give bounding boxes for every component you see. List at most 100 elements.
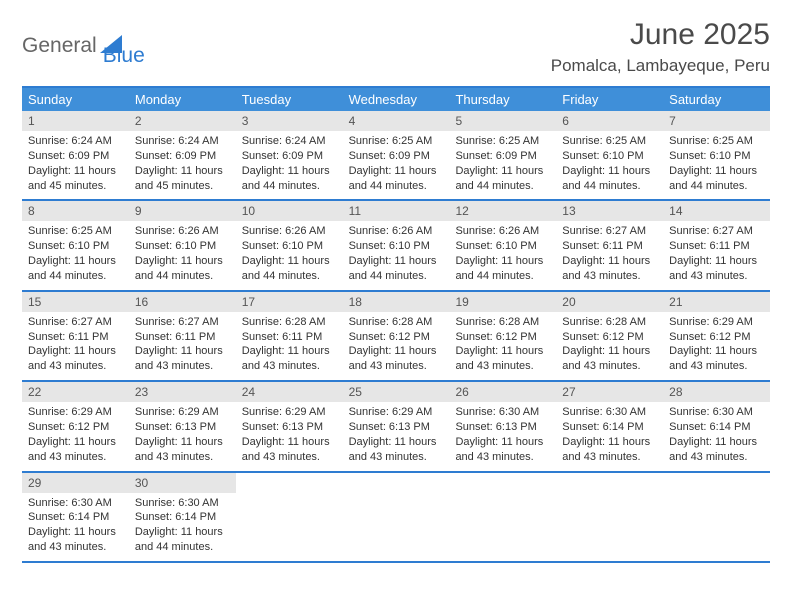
- sunset-line: Sunset: 6:09 PM: [242, 149, 337, 164]
- day-number: 16: [129, 292, 236, 312]
- day-cell: 2Sunrise: 6:24 AMSunset: 6:09 PMDaylight…: [129, 111, 236, 199]
- day-number: 14: [663, 201, 770, 221]
- day-cell: 10Sunrise: 6:26 AMSunset: 6:10 PMDayligh…: [236, 201, 343, 289]
- day-cell: 1Sunrise: 6:24 AMSunset: 6:09 PMDaylight…: [22, 111, 129, 199]
- day-body: Sunrise: 6:27 AMSunset: 6:11 PMDaylight:…: [663, 221, 770, 289]
- daylight-line: Daylight: 11 hours and 43 minutes.: [28, 344, 123, 374]
- sunrise-line: Sunrise: 6:25 AM: [455, 134, 550, 149]
- day-body: Sunrise: 6:26 AMSunset: 6:10 PMDaylight:…: [236, 221, 343, 289]
- day-body: Sunrise: 6:30 AMSunset: 6:13 PMDaylight:…: [449, 402, 556, 470]
- day-cell: 5Sunrise: 6:25 AMSunset: 6:09 PMDaylight…: [449, 111, 556, 199]
- sunset-line: Sunset: 6:10 PM: [562, 149, 657, 164]
- day-number: 29: [22, 473, 129, 493]
- weekday-header: Monday: [129, 88, 236, 111]
- brand-text-1: General: [22, 34, 97, 58]
- day-cell: 24Sunrise: 6:29 AMSunset: 6:13 PMDayligh…: [236, 382, 343, 470]
- sunrise-line: Sunrise: 6:30 AM: [455, 405, 550, 420]
- day-body: [449, 479, 556, 488]
- sunset-line: Sunset: 6:11 PM: [28, 330, 123, 345]
- day-cell: 26Sunrise: 6:30 AMSunset: 6:13 PMDayligh…: [449, 382, 556, 470]
- day-number: 28: [663, 382, 770, 402]
- day-cell: 21Sunrise: 6:29 AMSunset: 6:12 PMDayligh…: [663, 292, 770, 380]
- sunrise-line: Sunrise: 6:30 AM: [562, 405, 657, 420]
- sunrise-line: Sunrise: 6:25 AM: [669, 134, 764, 149]
- day-cell: 30Sunrise: 6:30 AMSunset: 6:14 PMDayligh…: [129, 473, 236, 561]
- daylight-line: Daylight: 11 hours and 44 minutes.: [242, 254, 337, 284]
- sunset-line: Sunset: 6:09 PM: [349, 149, 444, 164]
- day-cell: 7Sunrise: 6:25 AMSunset: 6:10 PMDaylight…: [663, 111, 770, 199]
- weekday-header: Tuesday: [236, 88, 343, 111]
- day-cell: 23Sunrise: 6:29 AMSunset: 6:13 PMDayligh…: [129, 382, 236, 470]
- daylight-line: Daylight: 11 hours and 43 minutes.: [455, 435, 550, 465]
- sunset-line: Sunset: 6:12 PM: [349, 330, 444, 345]
- day-body: Sunrise: 6:29 AMSunset: 6:12 PMDaylight:…: [663, 312, 770, 380]
- day-cell: 8Sunrise: 6:25 AMSunset: 6:10 PMDaylight…: [22, 201, 129, 289]
- day-cell: 29Sunrise: 6:30 AMSunset: 6:14 PMDayligh…: [22, 473, 129, 561]
- daylight-line: Daylight: 11 hours and 44 minutes.: [349, 254, 444, 284]
- day-cell: 25Sunrise: 6:29 AMSunset: 6:13 PMDayligh…: [343, 382, 450, 470]
- day-body: Sunrise: 6:30 AMSunset: 6:14 PMDaylight:…: [129, 493, 236, 561]
- day-cell: 18Sunrise: 6:28 AMSunset: 6:12 PMDayligh…: [343, 292, 450, 380]
- daylight-line: Daylight: 11 hours and 44 minutes.: [455, 254, 550, 284]
- sunrise-line: Sunrise: 6:27 AM: [562, 224, 657, 239]
- sunrise-line: Sunrise: 6:29 AM: [669, 315, 764, 330]
- sunrise-line: Sunrise: 6:25 AM: [562, 134, 657, 149]
- day-number: 10: [236, 201, 343, 221]
- day-body: Sunrise: 6:25 AMSunset: 6:09 PMDaylight:…: [343, 131, 450, 199]
- daylight-line: Daylight: 11 hours and 44 minutes.: [562, 164, 657, 194]
- day-number: 26: [449, 382, 556, 402]
- day-number: 5: [449, 111, 556, 131]
- day-cell: 17Sunrise: 6:28 AMSunset: 6:11 PMDayligh…: [236, 292, 343, 380]
- daylight-line: Daylight: 11 hours and 45 minutes.: [28, 164, 123, 194]
- day-number: 15: [22, 292, 129, 312]
- sunset-line: Sunset: 6:11 PM: [669, 239, 764, 254]
- weekday-header: Thursday: [449, 88, 556, 111]
- day-cell: 15Sunrise: 6:27 AMSunset: 6:11 PMDayligh…: [22, 292, 129, 380]
- sunset-line: Sunset: 6:12 PM: [455, 330, 550, 345]
- daylight-line: Daylight: 11 hours and 44 minutes.: [135, 525, 230, 555]
- day-body: [236, 479, 343, 488]
- day-number: 25: [343, 382, 450, 402]
- weekday-header: Wednesday: [343, 88, 450, 111]
- day-number: 8: [22, 201, 129, 221]
- week-row: 22Sunrise: 6:29 AMSunset: 6:12 PMDayligh…: [22, 382, 770, 472]
- day-number: 18: [343, 292, 450, 312]
- day-number: 2: [129, 111, 236, 131]
- sunrise-line: Sunrise: 6:29 AM: [135, 405, 230, 420]
- day-cell: [663, 473, 770, 561]
- sunset-line: Sunset: 6:13 PM: [242, 420, 337, 435]
- sunset-line: Sunset: 6:14 PM: [28, 510, 123, 525]
- sunrise-line: Sunrise: 6:29 AM: [349, 405, 444, 420]
- day-cell: 28Sunrise: 6:30 AMSunset: 6:14 PMDayligh…: [663, 382, 770, 470]
- day-body: Sunrise: 6:30 AMSunset: 6:14 PMDaylight:…: [22, 493, 129, 561]
- sunset-line: Sunset: 6:11 PM: [562, 239, 657, 254]
- day-number: 19: [449, 292, 556, 312]
- sunset-line: Sunset: 6:10 PM: [349, 239, 444, 254]
- daylight-line: Daylight: 11 hours and 44 minutes.: [135, 254, 230, 284]
- day-body: Sunrise: 6:25 AMSunset: 6:10 PMDaylight:…: [663, 131, 770, 199]
- daylight-line: Daylight: 11 hours and 43 minutes.: [135, 435, 230, 465]
- day-number: 11: [343, 201, 450, 221]
- sunset-line: Sunset: 6:10 PM: [135, 239, 230, 254]
- sunrise-line: Sunrise: 6:27 AM: [135, 315, 230, 330]
- weekday-header: Sunday: [22, 88, 129, 111]
- day-cell: 11Sunrise: 6:26 AMSunset: 6:10 PMDayligh…: [343, 201, 450, 289]
- day-body: [556, 479, 663, 488]
- day-number: 7: [663, 111, 770, 131]
- brand-text-2: Blue: [103, 44, 145, 68]
- daylight-line: Daylight: 11 hours and 44 minutes.: [455, 164, 550, 194]
- sunset-line: Sunset: 6:10 PM: [28, 239, 123, 254]
- day-body: Sunrise: 6:29 AMSunset: 6:13 PMDaylight:…: [343, 402, 450, 470]
- week-row: 15Sunrise: 6:27 AMSunset: 6:11 PMDayligh…: [22, 292, 770, 382]
- sunrise-line: Sunrise: 6:29 AM: [242, 405, 337, 420]
- sunrise-line: Sunrise: 6:26 AM: [242, 224, 337, 239]
- day-body: Sunrise: 6:26 AMSunset: 6:10 PMDaylight:…: [449, 221, 556, 289]
- daylight-line: Daylight: 11 hours and 43 minutes.: [135, 344, 230, 374]
- weekday-header: Saturday: [663, 88, 770, 111]
- sunrise-line: Sunrise: 6:29 AM: [28, 405, 123, 420]
- sunset-line: Sunset: 6:09 PM: [28, 149, 123, 164]
- day-number: 24: [236, 382, 343, 402]
- week-row: 29Sunrise: 6:30 AMSunset: 6:14 PMDayligh…: [22, 473, 770, 563]
- daylight-line: Daylight: 11 hours and 43 minutes.: [349, 435, 444, 465]
- day-number: 27: [556, 382, 663, 402]
